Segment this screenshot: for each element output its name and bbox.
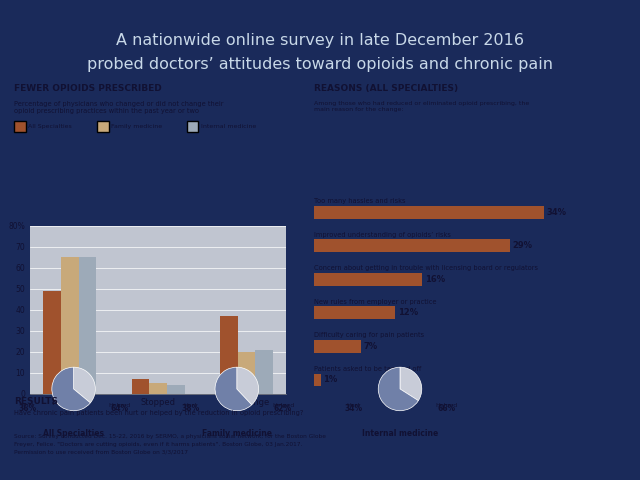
Bar — [61, 257, 79, 394]
Text: REASONS (ALL SPECIALTIES): REASONS (ALL SPECIALTIES) — [314, 84, 458, 93]
Bar — [314, 240, 510, 252]
Bar — [149, 383, 167, 394]
Text: 38%: 38% — [181, 404, 200, 413]
Text: CP: CP — [534, 456, 561, 475]
Wedge shape — [52, 367, 90, 411]
Text: probed doctors’ attitudes toward opioids and chronic pain: probed doctors’ attitudes toward opioids… — [87, 57, 553, 72]
Text: Source: Survey conducted Dec. 15-22, 2016 by SERMO, a physicians social network,: Source: Survey conducted Dec. 15-22, 201… — [14, 434, 326, 454]
Text: All Specialties: All Specialties — [28, 124, 72, 129]
Text: Difficulty caring for pain patients: Difficulty caring for pain patients — [314, 332, 424, 338]
Bar — [132, 379, 149, 394]
Text: Hurt: Hurt — [20, 403, 35, 408]
Wedge shape — [74, 367, 95, 403]
Text: 64%: 64% — [111, 404, 129, 413]
Bar — [314, 206, 543, 218]
Text: Hurt: Hurt — [347, 403, 361, 408]
Text: Concern about getting in trouble with licensing board or regulators: Concern about getting in trouble with li… — [314, 265, 538, 271]
Text: 34%: 34% — [547, 208, 566, 216]
Text: 16%: 16% — [425, 275, 445, 284]
Text: 34%: 34% — [345, 404, 363, 413]
Text: Improved understanding of opioids’ risks: Improved understanding of opioids’ risks — [314, 232, 451, 238]
Wedge shape — [215, 367, 252, 411]
Text: 62%: 62% — [274, 404, 292, 413]
Wedge shape — [237, 367, 259, 405]
Text: Percentage of physicians who changed or did not change their
opioid prescribing : Percentage of physicians who changed or … — [14, 101, 223, 114]
Text: Family medicine: Family medicine — [111, 124, 163, 129]
Bar — [167, 385, 184, 394]
Text: 29%: 29% — [513, 241, 532, 250]
Bar — [314, 373, 321, 386]
Text: Have chronic pain patients been hurt or helped by the reduction in opioid prescr: Have chronic pain patients been hurt or … — [14, 410, 303, 417]
Text: Helped: Helped — [435, 403, 458, 408]
Bar — [220, 316, 237, 394]
Text: FEWER OPIOIDS PRESCRIBED: FEWER OPIOIDS PRESCRIBED — [14, 84, 162, 93]
Bar — [237, 351, 255, 394]
Text: Too many hassles and risks: Too many hassles and risks — [314, 198, 405, 204]
Text: Internal medicine: Internal medicine — [201, 124, 256, 129]
Text: AM: AM — [534, 444, 566, 462]
Text: Hurt: Hurt — [184, 403, 198, 408]
Text: RESULTS: RESULTS — [14, 397, 58, 406]
Text: Helped: Helped — [272, 403, 294, 408]
Wedge shape — [400, 367, 422, 401]
Text: 36%: 36% — [19, 404, 36, 413]
Text: All Specialties: All Specialties — [43, 429, 104, 438]
Text: 12%: 12% — [397, 308, 418, 317]
Bar — [79, 257, 96, 394]
Bar — [255, 349, 273, 394]
Text: Among those who had reduced or eliminated opioid prescribing, the
main reason fo: Among those who had reduced or eliminate… — [314, 101, 529, 112]
Wedge shape — [378, 367, 419, 411]
Bar — [314, 340, 361, 353]
Text: Helped: Helped — [109, 403, 131, 408]
Text: New rules from employer or practice: New rules from employer or practice — [314, 299, 436, 305]
Text: A nationwide online survey in late December 2016: A nationwide online survey in late Decem… — [116, 33, 524, 48]
Bar — [314, 306, 395, 319]
Text: Patients asked to be tapered off: Patients asked to be tapered off — [314, 366, 421, 372]
Text: 7%: 7% — [364, 342, 378, 351]
Bar — [44, 291, 61, 394]
Bar — [314, 273, 422, 286]
Text: 1%: 1% — [323, 375, 337, 384]
Text: Internal medicine: Internal medicine — [362, 429, 438, 438]
Text: 66%: 66% — [437, 404, 455, 413]
Text: Family medicine: Family medicine — [202, 429, 272, 438]
